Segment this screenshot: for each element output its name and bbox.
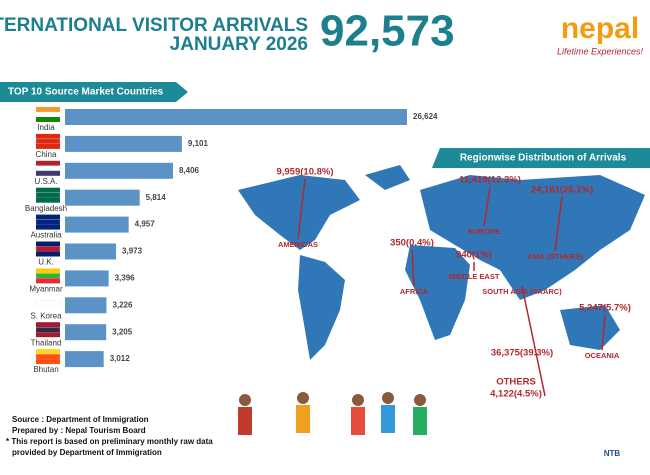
country-label: Bhutan <box>33 365 58 374</box>
note: * This report is based on preliminary mo… <box>6 437 213 446</box>
bar <box>65 216 129 233</box>
country-label: S. Korea <box>30 311 62 320</box>
bar-title-band <box>0 82 188 102</box>
source: Source : Department of Immigration <box>12 415 149 424</box>
bar <box>65 135 182 152</box>
brand: nepal <box>561 12 639 45</box>
region-figure: 36,375(39.3%) <box>491 348 553 359</box>
region-figure: 4,122(4.5%) <box>490 389 542 400</box>
country-label: Thailand <box>31 338 62 347</box>
pointer <box>411 249 415 287</box>
flag <box>35 273 61 279</box>
total: 92,573 <box>320 7 455 56</box>
region-name: OCEANIA <box>585 351 620 360</box>
value-label: 5,814 <box>146 193 167 202</box>
region-figure: 9,959(10.8%) <box>276 167 333 178</box>
flag <box>36 268 60 274</box>
value-label: 3,973 <box>122 247 143 256</box>
flag <box>36 278 60 284</box>
flag <box>36 305 60 311</box>
bar <box>65 351 104 368</box>
ntb-logo: NTB <box>604 449 621 458</box>
flag <box>36 197 60 203</box>
region-figure: 11,419(12.3%) <box>459 175 521 186</box>
flag <box>36 359 60 365</box>
value-label: 26,624 <box>413 112 438 121</box>
subtitle: JANUARY 2026 <box>170 34 308 55</box>
map-title: Regionwise Distribution of Arrivals <box>460 153 627 164</box>
value-label: 3,012 <box>110 354 131 363</box>
flag <box>36 349 60 355</box>
flag <box>35 246 61 252</box>
country-label: U.S.A. <box>34 177 57 186</box>
region-name: AFRICA <box>400 287 429 296</box>
flag <box>36 332 60 338</box>
travellers <box>238 392 427 435</box>
flag <box>36 133 60 139</box>
bar <box>65 109 407 125</box>
map-title-band <box>432 148 650 168</box>
world-map <box>238 165 645 360</box>
country-label: U.K. <box>38 258 54 267</box>
flag <box>36 170 60 176</box>
region-name: EUROPE <box>468 227 500 236</box>
region-name: AMERICAS <box>278 240 318 249</box>
flag <box>35 327 61 333</box>
region-name: MIDDLE EAST <box>449 272 500 281</box>
country-label: Bangladesh <box>25 204 67 213</box>
flag <box>35 111 61 118</box>
flag <box>36 241 60 247</box>
flag <box>35 353 61 360</box>
flag <box>36 214 60 220</box>
flag <box>36 107 60 112</box>
pointer <box>554 196 563 252</box>
tagline: Lifetime Experiences! <box>557 46 644 56</box>
flag <box>36 143 60 149</box>
region-figure: 5,247(5.7%) <box>579 303 631 314</box>
country-label: Australia <box>30 231 62 240</box>
value-label: 4,957 <box>135 220 156 229</box>
title: INTERNATIONAL VISITOR ARRIVALS <box>0 15 308 36</box>
region-name: SOUTH ASIA (SAARC) <box>482 287 562 296</box>
flag <box>35 192 61 198</box>
value-label: 8,406 <box>179 166 200 175</box>
flag <box>36 224 60 230</box>
value-label: 3,205 <box>112 327 133 336</box>
bar <box>65 324 107 341</box>
flag <box>36 117 60 122</box>
pointer <box>601 314 606 351</box>
flag <box>36 322 60 328</box>
bar <box>65 189 140 206</box>
region-name: OTHERS <box>496 377 536 388</box>
bar <box>65 162 173 179</box>
bar <box>65 243 117 260</box>
pointer <box>483 186 491 227</box>
value-label: 3,396 <box>115 274 136 283</box>
region-name: ASIA (OTHERS) <box>527 252 583 261</box>
region-figure: 24,161(26.1%) <box>531 185 593 196</box>
flag <box>35 138 61 145</box>
pointer <box>297 178 306 240</box>
value-label: 3,226 <box>112 300 133 309</box>
flag <box>36 160 60 166</box>
chart-title: TOP 10 Source Market Countries <box>8 87 164 98</box>
region-figure: 350(0.4%) <box>390 238 434 249</box>
flag <box>36 251 60 257</box>
bar <box>65 297 107 314</box>
flag <box>36 295 60 301</box>
country-label: India <box>37 123 55 132</box>
bar <box>65 270 109 287</box>
flag <box>35 165 61 171</box>
prepared-by: Prepared by : Nepal Tourism Board <box>12 426 146 435</box>
note: provided by Department of Immigration <box>12 448 162 457</box>
pointer <box>521 285 546 397</box>
country-label: Myanmar <box>29 285 63 294</box>
country-label: China <box>36 150 57 159</box>
value-label: 9,101 <box>188 139 209 148</box>
flag <box>35 219 61 225</box>
flag <box>36 187 60 193</box>
flag <box>35 300 61 306</box>
region-figure: 940(1%) <box>456 250 492 261</box>
